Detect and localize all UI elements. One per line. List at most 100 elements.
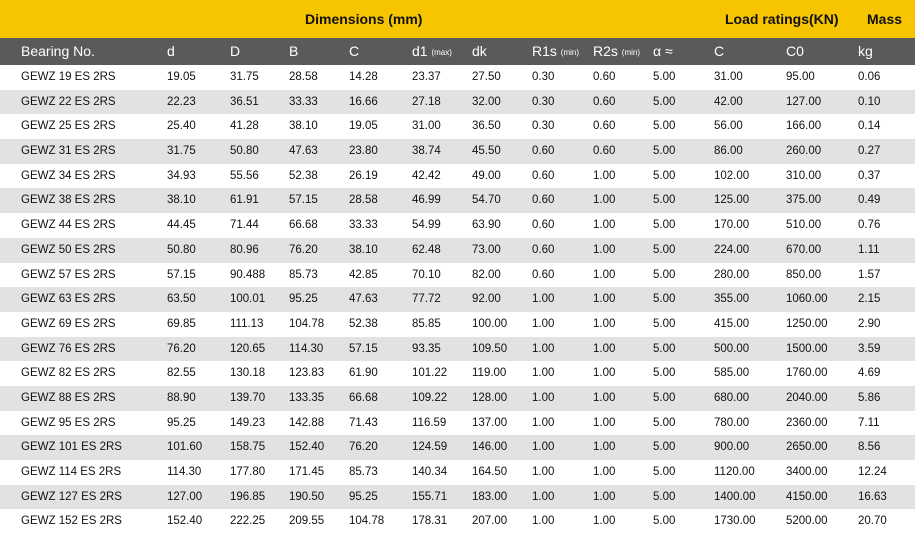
table-cell: 0.14	[858, 120, 881, 133]
table-cell: 19.05	[167, 71, 196, 83]
table-cell: 54.70	[472, 194, 501, 207]
table-cell: 1.57	[858, 268, 881, 281]
table-cell: 31.00	[412, 120, 441, 133]
table-cell: 5.00	[653, 391, 676, 404]
table-cell: 28.58	[289, 71, 318, 83]
table-cell: 224.00	[714, 243, 750, 256]
table-cell: 76.20	[349, 441, 378, 454]
table-cell: 1.00	[593, 391, 616, 404]
table-cell: 1.00	[532, 466, 555, 478]
table-cell: 171.45	[289, 466, 325, 478]
table-row: GEWZ 44 ES 2RS 44.45 71.44 66.68 33.33 54.99 6…	[0, 213, 915, 238]
table-cell: 1.00	[593, 342, 616, 355]
table-row: GEWZ 38 ES 2RS 38.10 61.91 57.15 28.58 46.99 5…	[0, 188, 915, 214]
table-cell: 155.71	[412, 490, 448, 503]
table-cell: 73.00	[472, 243, 501, 256]
table-cell: 47.63	[289, 145, 318, 158]
col-header-c-width: C	[349, 43, 360, 59]
table-cell: 33.33	[349, 219, 378, 232]
table-cell: 164.50	[472, 466, 508, 478]
table-cell: 130.18	[230, 367, 266, 380]
col-header-c-load: C	[714, 43, 725, 59]
table-cell: 55.56	[230, 169, 259, 182]
table-cell: 1.00	[593, 416, 616, 429]
table-cell: 31.75	[167, 145, 196, 158]
load-ratings-group-title: Load ratings(KN)	[725, 11, 839, 27]
table-cell: 119.00	[472, 367, 507, 380]
column-header-row: Bearing No. d D B C d1 (max) dk R1s (min…	[0, 38, 915, 65]
table-cell: 5.00	[653, 145, 676, 158]
table-cell: 114.30	[289, 342, 324, 355]
table-cell: 5.86	[858, 391, 881, 404]
mass-group-title: Mass	[867, 11, 903, 27]
table-cell: 42.00	[714, 95, 743, 108]
col-header-d1-qualifier: (max)	[431, 48, 452, 57]
table-cell: 57.15	[289, 194, 318, 207]
table-cell: 5.00	[653, 466, 676, 478]
table-cell: 85.73	[289, 268, 318, 281]
table-cell: 71.44	[230, 219, 259, 232]
table-cell: 47.63	[349, 293, 378, 306]
table-cell: 76.20	[289, 243, 318, 256]
table-cell: 32.00	[472, 95, 501, 108]
table-cell: 85.73	[349, 466, 378, 478]
table-cell: 0.27	[858, 145, 881, 158]
table-cell: 28.58	[349, 194, 378, 207]
table-cell: 120.65	[230, 342, 266, 355]
table-cell: 142.88	[289, 416, 325, 429]
table-cell: 178.31	[412, 515, 448, 528]
table-cell: 8.56	[858, 441, 881, 454]
table-cell: 5.00	[653, 219, 676, 232]
table-cell: 26.19	[349, 169, 378, 182]
col-header-kg: kg	[858, 43, 873, 59]
table-cell: 88.90	[167, 391, 196, 404]
table-cell: 190.50	[289, 490, 325, 503]
table-cell: 5.00	[653, 194, 676, 207]
table-cell: 670.00	[786, 243, 822, 256]
table-cell: 70.10	[412, 268, 441, 281]
table-cell: 3.59	[858, 342, 881, 355]
table-cell: 152.40	[289, 441, 325, 454]
table-cell: 166.00	[786, 120, 822, 133]
table-cell: 90.488	[230, 268, 266, 281]
bearing-number-cell: GEWZ 127 ES 2RS	[21, 490, 122, 503]
table-cell: 140.34	[412, 466, 448, 478]
table-cell: 0.60	[593, 71, 616, 83]
table-cell: 42.85	[349, 268, 378, 281]
table-body: GEWZ 19 ES 2RS 19.05 31.75 28.58 14.28 23.37 2…	[0, 65, 915, 534]
table-cell: 92.00	[472, 293, 501, 306]
table-cell: 260.00	[786, 145, 822, 158]
table-cell: 45.50	[472, 145, 501, 158]
table-cell: 62.48	[412, 243, 441, 256]
table-row: GEWZ 127 ES 2RS 127.00 196.85 190.50 95.25 15…	[0, 484, 915, 510]
table-cell: 63.90	[472, 219, 501, 232]
table-cell: 123.83	[289, 367, 325, 380]
table-cell: 1760.00	[786, 367, 828, 380]
table-cell: 16.66	[349, 95, 378, 108]
table-cell: 38.10	[167, 194, 196, 207]
table-cell: 1.00	[532, 515, 555, 528]
table-cell: 125.00	[714, 194, 750, 207]
table-cell: 16.63	[858, 490, 887, 503]
bearing-number-cell: GEWZ 22 ES 2RS	[21, 95, 116, 108]
table-cell: 42.42	[412, 169, 441, 182]
bearing-number-cell: GEWZ 69 ES 2RS	[21, 317, 116, 330]
table-cell: 0.10	[858, 95, 881, 108]
table-row: GEWZ 22 ES 2RS 22.23 36.51 33.33 16.66 27.18 3…	[0, 89, 915, 115]
table-cell: 31.00	[714, 71, 743, 83]
table-cell: 0.49	[858, 194, 881, 207]
table-cell: 20.70	[858, 515, 887, 528]
table-cell: 104.78	[289, 317, 325, 330]
col-header-r2s-qualifier: (min)	[621, 48, 641, 57]
col-header-r1s-qualifier: (min)	[560, 48, 580, 57]
table-cell: 900.00	[714, 441, 750, 454]
bearing-number-cell: GEWZ 88 ES 2RS	[21, 391, 116, 404]
table-cell: 5.00	[653, 317, 676, 330]
table-cell: 111.13	[230, 317, 264, 330]
table-cell: 52.38	[289, 169, 318, 182]
table-cell: 415.00	[714, 317, 750, 330]
table-cell: 0.60	[593, 120, 616, 133]
table-cell: 1.00	[593, 243, 616, 256]
table-cell: 5.00	[653, 515, 676, 528]
